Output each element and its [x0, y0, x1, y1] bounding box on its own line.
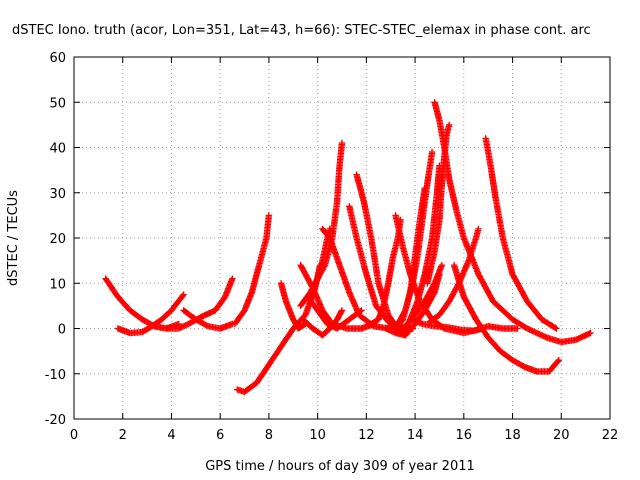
data-marks: [102, 99, 594, 396]
y-tick-label: 20: [49, 232, 66, 247]
series-27: [450, 261, 562, 375]
series-points: [482, 135, 560, 332]
series-1: [102, 275, 182, 332]
x-tick-label: 16: [456, 428, 473, 443]
series-points: [450, 261, 562, 375]
x-tick-label: 6: [216, 428, 224, 443]
series-10: [304, 293, 365, 332]
series-4: [180, 307, 236, 332]
series-7: [277, 280, 309, 332]
x-tick-label: 0: [70, 428, 78, 443]
x-tick-label: 22: [602, 428, 619, 443]
y-tick-label: -10: [45, 368, 66, 383]
y-tick-label: 50: [49, 96, 66, 111]
series-points: [102, 275, 182, 332]
y-tick-label: 30: [49, 187, 66, 202]
series-24: [431, 99, 594, 346]
y-tick-label: -20: [45, 413, 66, 428]
x-tick-label: 12: [358, 428, 375, 443]
series-points: [431, 99, 594, 346]
series-points: [151, 275, 236, 332]
series-points: [394, 148, 436, 328]
series-28: [482, 135, 560, 332]
x-tick-label: 4: [167, 428, 175, 443]
series-points: [312, 139, 346, 287]
series-3: [151, 275, 236, 332]
chart-title: dSTEC Iono. truth (acor, Lon=351, Lat=43…: [12, 23, 591, 38]
x-axis-ticks: 0 2 4 6 8 10 12 14 16 18 20 22: [70, 57, 618, 443]
series-13: [312, 139, 346, 287]
y-axis-ticks: -20 -10 0 10 20 30 40 50 60: [45, 51, 610, 428]
series-points: [114, 291, 187, 337]
x-tick-label: 10: [309, 428, 326, 443]
grid: [74, 57, 610, 419]
x-tick-label: 14: [407, 428, 424, 443]
series-6: [231, 212, 273, 328]
x-tick-label: 2: [119, 428, 127, 443]
series-points: [180, 307, 236, 332]
series-points: [231, 212, 273, 328]
y-tick-label: 40: [49, 142, 66, 157]
y-tick-label: 0: [58, 323, 66, 338]
x-tick-label: 20: [553, 428, 570, 443]
x-tick-label: 8: [265, 428, 273, 443]
series-21: [394, 148, 436, 328]
series-points: [299, 307, 346, 339]
series-11: [299, 307, 346, 339]
y-tick-label: 10: [49, 277, 66, 292]
y-axis-label: dSTEC / TECUs: [6, 190, 21, 286]
y-tick-label: 60: [49, 51, 66, 66]
series-points: [304, 293, 365, 332]
series-points: [277, 280, 309, 332]
x-axis-label: GPS time / hours of day 309 of year 2011: [205, 459, 475, 474]
x-tick-label: 18: [504, 428, 521, 443]
series-2: [114, 291, 187, 337]
